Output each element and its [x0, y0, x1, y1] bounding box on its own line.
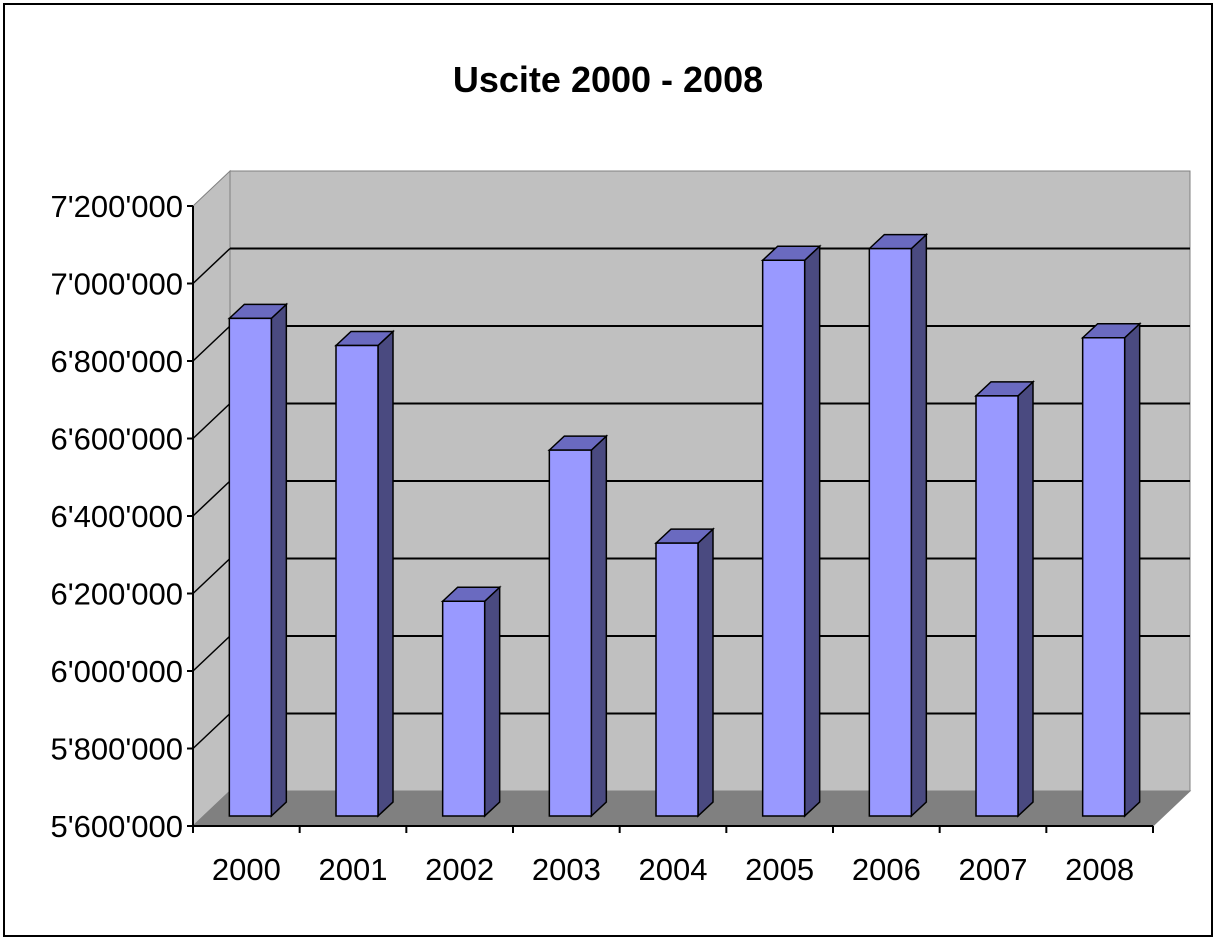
bar-front: [228, 317, 273, 817]
bar-front: [335, 344, 379, 817]
grid-line-side: [192, 325, 231, 362]
y-tick-label: 5'600'000: [50, 809, 183, 844]
bar: [654, 527, 715, 818]
grid-line-side: [192, 402, 231, 440]
bar: [1080, 322, 1142, 818]
bar-side: [377, 329, 394, 818]
bar-front: [655, 542, 699, 817]
x-tick-label: 2004: [639, 852, 708, 887]
grid-line-side: [192, 557, 231, 595]
bar-side: [803, 244, 821, 818]
bar-side: [590, 434, 608, 818]
y-tick-label: 6'600'000: [50, 422, 183, 457]
x-tick-label: 2006: [852, 852, 921, 887]
bar-side: [697, 527, 714, 818]
x-axis-ticks: 2000 2001 2002 2003 2004 2005 2006 2007 2008: [192, 826, 1154, 887]
y-tick-label: 5'800'000: [50, 732, 183, 767]
x-tick-label: 2003: [532, 852, 601, 887]
bar-front: [441, 600, 486, 817]
bar: [760, 244, 822, 818]
y-tick-label: 6'000'000: [50, 654, 183, 689]
bar-front: [548, 449, 593, 817]
x-tick-label: 2000: [212, 852, 281, 887]
bar-side: [1123, 322, 1141, 818]
bar-front: [761, 259, 806, 817]
bar-side: [1017, 380, 1034, 818]
bar-front: [868, 247, 913, 817]
y-tick-label: 7'200'000: [50, 189, 183, 224]
bar-side: [910, 232, 928, 818]
bar-side: [270, 302, 288, 818]
bar: [440, 585, 502, 818]
x-tick-label: 2001: [319, 852, 388, 887]
y-tick-label: 6'800'000: [50, 344, 183, 379]
y-tick-label: 6'200'000: [50, 577, 183, 612]
bar-front: [1081, 337, 1126, 817]
x-tick-label: 2005: [745, 852, 814, 887]
bar: [867, 232, 929, 818]
y-axis-ticks: 5'600'000 5'800'000 6'000'000 6'200'000 6'40…: [50, 189, 193, 844]
x-tick-label: 2008: [1065, 852, 1134, 887]
grid-line-side: [192, 635, 231, 672]
grid-line-side: [192, 247, 231, 285]
bar: [974, 380, 1035, 818]
bar-front: [975, 395, 1019, 817]
x-tick-label: 2007: [959, 852, 1028, 887]
bar: [547, 434, 609, 818]
x-tick-label: 2002: [425, 852, 494, 887]
chart-title: Uscite 2000 - 2008: [453, 59, 763, 100]
grid-line-side: [192, 712, 231, 750]
y-tick-label: 6'400'000: [50, 499, 183, 534]
bar: [334, 329, 395, 818]
bar-side: [483, 585, 501, 818]
bars: [227, 232, 1142, 818]
grid-line-side: [192, 480, 231, 517]
bar: [227, 302, 289, 818]
y-tick-label: 7'000'000: [50, 267, 183, 302]
